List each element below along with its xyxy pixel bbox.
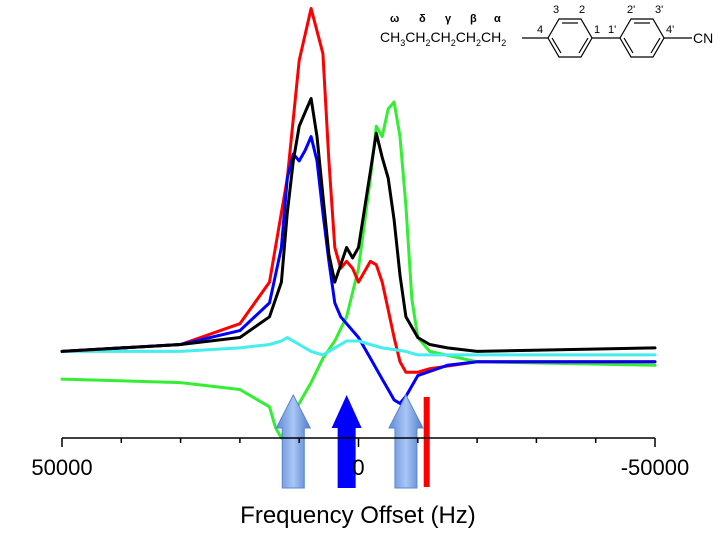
arrow-layer — [275, 393, 430, 489]
x-tick-label: 0 — [352, 455, 364, 480]
x-axis-title: Frequency Offset (Hz) — [240, 502, 476, 529]
greek-label: α — [494, 13, 501, 25]
ring-position-label: 2 — [579, 4, 585, 16]
frequency-arrow — [275, 393, 312, 489]
ring-position-label: 1 — [594, 24, 600, 36]
benzene-ring-left — [547, 18, 593, 58]
benzene-ring-right — [619, 18, 665, 58]
ring-position-label: 4' — [666, 24, 674, 36]
greek-label: β — [470, 13, 477, 25]
series-line — [60, 97, 657, 353]
frequency-arrow — [331, 395, 362, 488]
greek-label: δ — [419, 13, 426, 25]
series-line — [60, 7, 657, 374]
molecule-structure: ω δ γ β α CH3CH2CH2CH2CH2 3 2 4 1 2' 3' … — [380, 4, 713, 58]
series-layer — [60, 7, 657, 440]
ring-position-label: 1' — [608, 24, 616, 36]
series-line — [60, 336, 657, 357]
frequency-arrow — [388, 393, 424, 489]
ring-position-label: 3' — [655, 4, 663, 16]
greek-label: γ — [445, 13, 452, 25]
marker-bar — [423, 397, 430, 487]
alkyl-chain-formula: CH3CH2CH2CH2CH2 — [380, 29, 506, 48]
greek-label: ω — [390, 13, 399, 25]
ring-position-label: 2' — [627, 4, 635, 16]
series-line — [60, 100, 657, 440]
x-tick-label: 50000 — [31, 455, 92, 480]
substituent-label: CN — [693, 30, 713, 46]
ring-position-label: 3 — [553, 4, 559, 16]
x-axis: 50000 0 -50000 Frequency Offset (Hz) — [31, 437, 690, 529]
x-tick-label: -50000 — [621, 455, 690, 480]
x-axis-minor-ticks — [61, 438, 656, 447]
ring-position-label: 4 — [537, 24, 543, 36]
